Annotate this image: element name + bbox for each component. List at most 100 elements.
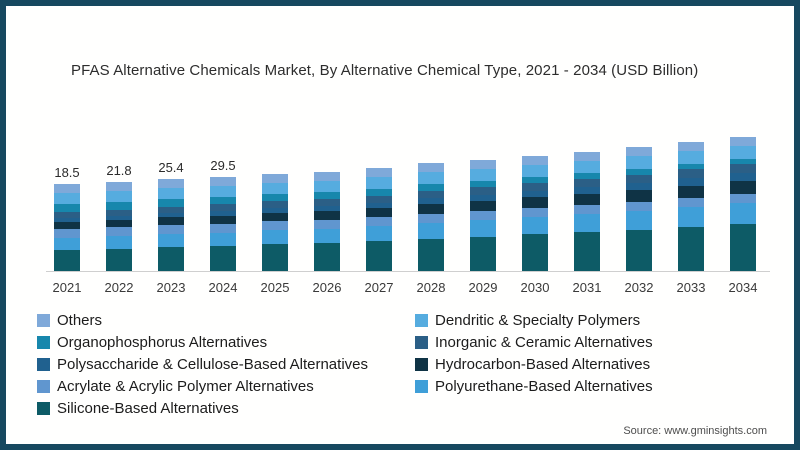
bar-segment	[730, 146, 756, 159]
bar-segment	[418, 239, 444, 272]
bar-segment	[366, 196, 392, 203]
bar-segment	[106, 227, 132, 236]
bar-segment	[366, 168, 392, 177]
bar-segment	[730, 137, 756, 146]
bar-column-2032	[626, 147, 652, 272]
bar-segment	[522, 156, 548, 165]
bar-segment	[262, 174, 288, 183]
bar-segment	[54, 212, 80, 218]
legend-item-label: Acrylate & Acrylic Polymer Alternatives	[57, 377, 314, 395]
bar-segment	[106, 202, 132, 210]
bar-segment	[626, 147, 652, 156]
legend-item: Polysaccharide & Cellulose-Based Alterna…	[37, 353, 368, 375]
legend-item-label: Polyurethane-Based Alternatives	[435, 377, 653, 395]
bar-segment	[262, 194, 288, 201]
bar-segment	[366, 189, 392, 196]
bar-segment	[574, 179, 600, 187]
bar-segment	[262, 230, 288, 244]
bar-segment	[262, 201, 288, 208]
bar-segment	[366, 208, 392, 217]
bar-column-2021: 18.5	[54, 165, 80, 272]
bar-segment	[730, 173, 756, 181]
legend-item: Silicone-Based Alternatives	[37, 397, 368, 419]
bar-segment	[574, 205, 600, 214]
bar-segment	[470, 195, 496, 201]
year-label-text: 2034	[728, 280, 758, 295]
bar-value-label: 21.8	[106, 163, 132, 178]
bar-segment	[210, 211, 236, 216]
bar-segment	[366, 217, 392, 226]
legend-item-label: Dendritic & Specialty Polymers	[435, 311, 641, 329]
year-label: 2029	[469, 280, 498, 295]
year-label: 2034	[728, 280, 758, 295]
bar-column-2027	[366, 168, 392, 272]
bar-segment	[106, 182, 132, 191]
year-label: 2031	[573, 280, 602, 295]
bar-segment	[470, 211, 496, 220]
bar-segment	[678, 164, 704, 169]
bar-segment	[418, 223, 444, 239]
bar-segment	[158, 188, 184, 199]
legend-right-column: Dendritic & Specialty Polymers Inorganic …	[415, 309, 653, 397]
bar-segment	[626, 183, 652, 190]
legend-swatch	[37, 401, 50, 415]
bar-segment	[470, 169, 496, 181]
bar-segment	[730, 194, 756, 203]
legend-swatch	[37, 357, 50, 371]
x-axis-line	[46, 271, 770, 272]
year-label: 2023	[157, 280, 186, 295]
bar-segment	[262, 244, 288, 272]
bar-segment	[314, 172, 340, 181]
bar-segment	[678, 169, 704, 178]
year-label-text: 2028	[416, 280, 446, 295]
bar-segment	[314, 192, 340, 199]
bar-segment	[158, 225, 184, 234]
bar-segment	[106, 236, 132, 249]
bar-segment	[158, 199, 184, 207]
bar-segment	[210, 233, 236, 246]
bar-segment	[678, 186, 704, 198]
bar-segment	[678, 151, 704, 164]
bar-segment	[730, 203, 756, 224]
bar-column-2024: 29.5	[210, 158, 236, 272]
bar-segment	[626, 202, 652, 211]
legend-item-label: Silicone-Based Alternatives	[57, 399, 239, 417]
bar-segment	[262, 213, 288, 221]
bar-segment	[470, 237, 496, 272]
bar-segment	[574, 187, 600, 194]
bar-column-2028	[418, 163, 444, 272]
year-label-text: 2032	[624, 280, 654, 295]
bar-segment	[314, 243, 340, 272]
bar-segment	[418, 214, 444, 223]
bar-segment	[626, 175, 652, 183]
year-label: 2025	[261, 280, 290, 295]
year-label-text: 2024	[208, 280, 238, 295]
legend-swatch	[37, 313, 50, 327]
bar-segment	[106, 216, 132, 220]
bar-segment	[522, 191, 548, 197]
bar-column-2026	[314, 172, 340, 272]
year-label: 2024	[208, 280, 238, 295]
bar-segment	[210, 216, 236, 224]
legend-item: Dendritic & Specialty Polymers	[415, 309, 653, 331]
year-label-text: 2030	[520, 280, 550, 295]
bar-segment	[626, 169, 652, 175]
bar-segment	[730, 181, 756, 194]
source-attribution: Source: www.gminsights.com	[623, 425, 767, 437]
bar-segment	[158, 217, 184, 225]
legend-swatch	[415, 379, 428, 393]
year-label-text: 2022	[104, 280, 134, 295]
bar-segment	[522, 197, 548, 208]
bar-segment	[418, 184, 444, 191]
bar-segment	[54, 238, 80, 250]
bar-segment	[522, 183, 548, 191]
bar-segment	[314, 211, 340, 220]
bar-segment	[106, 249, 132, 272]
bar-segment	[262, 221, 288, 230]
year-label-text: 2026	[312, 280, 342, 295]
year-label: 2032	[624, 280, 654, 295]
bar-segment	[470, 160, 496, 169]
year-label: 2027	[365, 280, 394, 295]
bar-column-2031	[574, 152, 600, 272]
